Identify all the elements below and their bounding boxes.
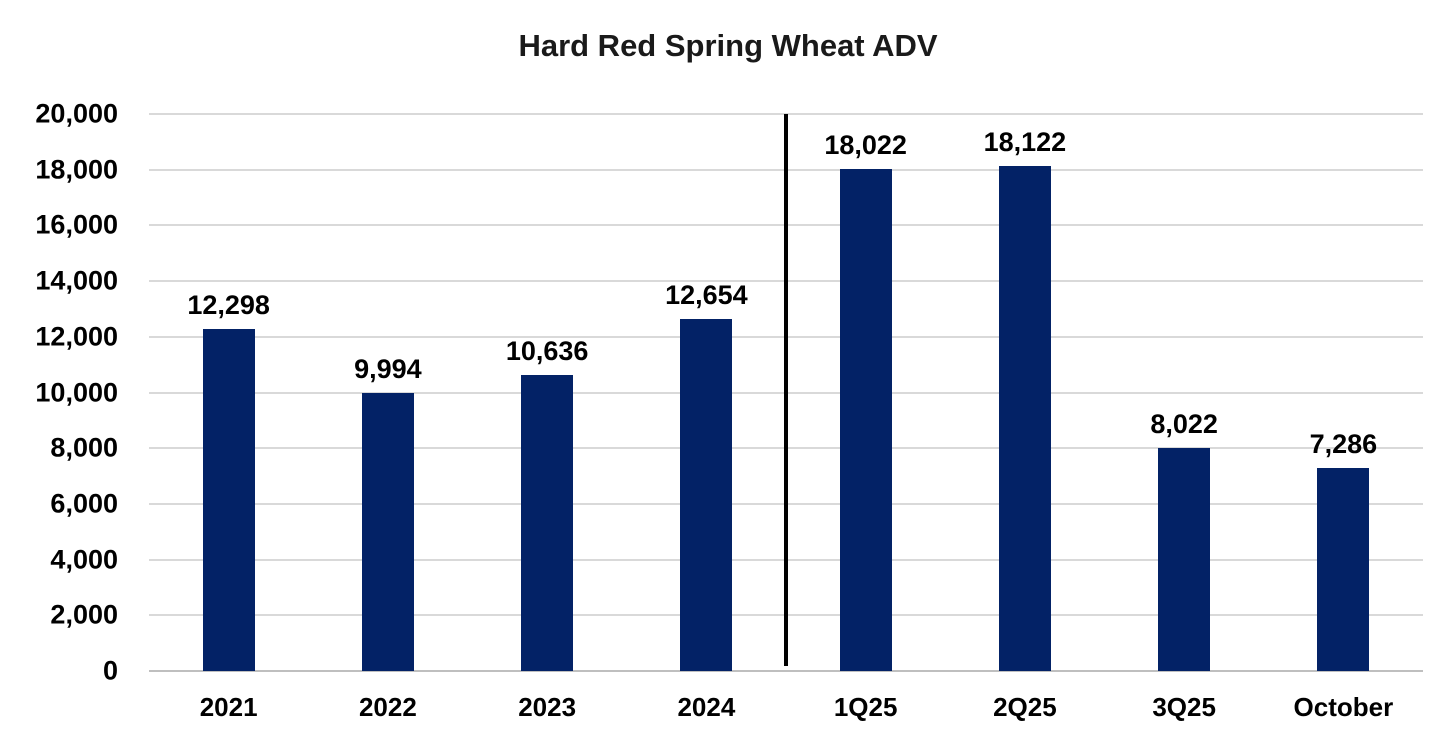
- bar: [1158, 447, 1211, 671]
- bar-value-label: 7,286: [1309, 429, 1378, 460]
- bar-slot: 12,654: [627, 114, 786, 671]
- bar: [202, 328, 255, 671]
- plot-area: 12,298 9,994 10,636 12,654 18,022 18,122 8,022…: [149, 113, 1423, 672]
- x-tick-label: 1Q25: [833, 692, 898, 722]
- bar-value-label: 8,022: [1150, 408, 1218, 439]
- x-axis: 2021 2022 2023 2024 1Q25 2Q25 3Q25 October: [149, 682, 1423, 732]
- bar-value-label: 9,994: [354, 353, 422, 384]
- x-tick-label: 3Q25: [1152, 692, 1216, 722]
- y-tick-label: 20,000: [35, 98, 118, 129]
- x-tick-label: 2021: [199, 692, 258, 722]
- y-tick-label: 14,000: [35, 265, 118, 296]
- bar-value-label: 10,636: [505, 335, 589, 366]
- bar-slot: 18,122: [945, 114, 1104, 671]
- bar-slot: 8,022: [1105, 114, 1264, 671]
- x-tick-label: October: [1293, 692, 1394, 722]
- bar: [998, 166, 1051, 671]
- y-tick-label: 6,000: [50, 488, 118, 519]
- bar-slot: 7,286: [1264, 114, 1423, 671]
- bar: [680, 318, 733, 671]
- bar: [839, 169, 892, 671]
- bar-value-label: 12,298: [187, 289, 270, 320]
- y-tick-label: 16,000: [35, 209, 118, 240]
- y-tick-label: 18,000: [35, 154, 118, 185]
- chart-title: Hard Red Spring Wheat ADV: [518, 28, 938, 63]
- bar-slot: 18,022: [786, 114, 945, 671]
- period-separator-line: [784, 114, 788, 666]
- y-tick-label: 4,000: [50, 544, 118, 575]
- y-tick-label: 10,000: [35, 377, 118, 407]
- y-tick-label: 0: [102, 655, 118, 686]
- x-tick-label: 2024: [677, 692, 736, 722]
- bar-slot: 10,636: [468, 114, 627, 671]
- y-tick-label: 8,000: [50, 432, 118, 463]
- bar-slot: 9,994: [308, 114, 467, 671]
- bar-value-label: 12,654: [665, 279, 748, 310]
- x-tick-label: 2023: [518, 692, 577, 722]
- y-axis: 0 2,000 4,000 6,000 8,000 10,000 12,000 14,000 1…: [0, 99, 118, 686]
- bar: [361, 392, 414, 671]
- x-tick-label: 2022: [358, 692, 417, 722]
- x-axis-line: [149, 670, 1423, 672]
- bar-slot: 12,298: [149, 114, 308, 671]
- bar: [1317, 468, 1370, 671]
- bar-value-label: 18,122: [983, 127, 1067, 158]
- bar: [521, 374, 574, 671]
- x-tick-label: 2Q25: [993, 692, 1057, 722]
- bar-value-label: 18,022: [824, 130, 907, 161]
- y-tick-label: 2,000: [50, 599, 118, 630]
- y-tick-label: 12,000: [35, 321, 118, 352]
